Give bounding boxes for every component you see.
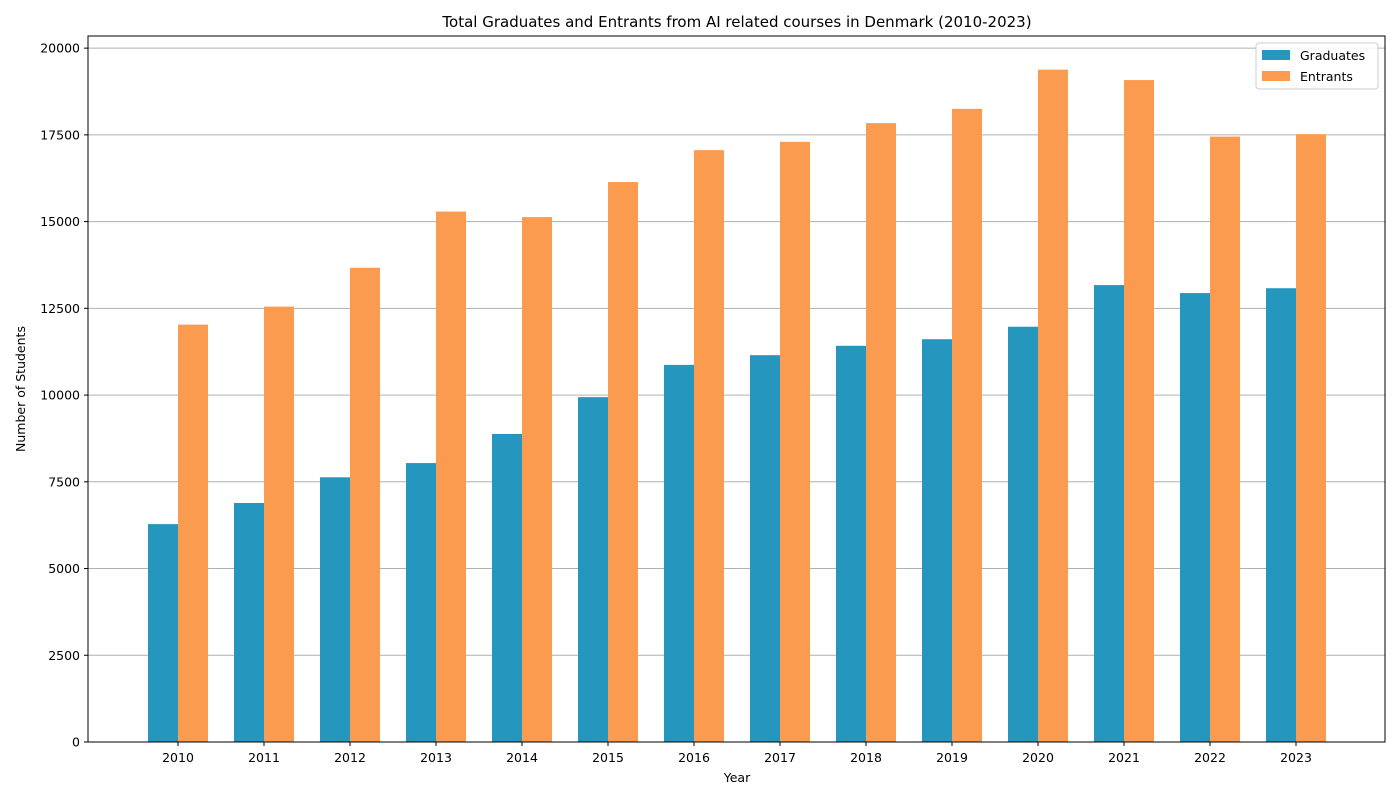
x-tick-label: 2013 [420,750,452,765]
x-tick-label: 2012 [334,750,366,765]
bar-graduates-2016 [664,364,694,742]
legend-swatch-entrants [1262,71,1290,81]
bar-entrants-2015 [608,182,638,742]
bar-entrants-2011 [264,306,294,742]
bar-graduates-2012 [320,477,350,742]
bar-graduates-2020 [1008,326,1038,742]
bar-entrants-2021 [1124,80,1154,743]
legend-label-graduates: Graduates [1300,48,1365,63]
bar-entrants-2023 [1296,134,1326,742]
x-axis: 2010 2011 2012 2013 2014 2015 2016 2017 2018 2019… [162,742,1312,765]
x-axis-label: Year [723,770,751,785]
y-tick-label: 0 [72,735,80,750]
x-tick-label: 2010 [162,750,194,765]
x-tick-label: 2023 [1280,750,1312,765]
bar-entrants-2014 [522,217,552,742]
bar-entrants-2018 [866,123,896,743]
y-tick-label: 20000 [40,41,80,56]
plot-frame [87,35,1386,743]
y-tick-label: 15000 [40,214,80,229]
x-tick-label: 2015 [592,750,624,765]
x-tick-label: 2019 [936,750,968,765]
y-tick-label: 17500 [40,127,80,142]
bar-graduates-2015 [578,397,608,742]
bar-graduates-2017 [750,355,780,742]
bar-entrants-2016 [694,150,724,743]
x-tick-label: 2017 [764,750,796,765]
bar-graduates-2023 [1266,288,1296,742]
bar-entrants-2022 [1210,136,1240,743]
legend-label-entrants: Entrants [1300,69,1353,84]
bar-graduates-2019 [922,339,952,742]
bar-graduates-2014 [492,433,522,742]
bar-entrants-2017 [780,141,810,743]
bar-graduates-2021 [1094,285,1124,742]
bars [148,69,1326,743]
y-tick-label: 5000 [48,561,80,576]
y-axis-label: Number of Students [13,326,28,452]
bar-graduates-2022 [1180,293,1210,742]
bar-graduates-2013 [406,463,436,742]
x-tick-label: 2011 [248,750,280,765]
x-tick-label: 2021 [1108,750,1140,765]
legend: Graduates Entrants [1255,42,1379,90]
bar-entrants-2020 [1038,69,1068,742]
y-tick-label: 10000 [40,388,80,403]
bar-entrants-2010 [178,324,208,742]
y-tick-label: 12500 [40,301,80,316]
grid-lines [88,47,1385,656]
bar-entrants-2019 [952,108,982,742]
x-tick-label: 2018 [850,750,882,765]
bar-graduates-2018 [836,345,866,742]
x-tick-label: 2014 [506,750,538,765]
y-axis: 0 2500 5000 7500 10000 12500 15000 17500 20000 [40,41,88,750]
legend-swatch-graduates [1262,50,1290,60]
x-tick-label: 2016 [678,750,710,765]
x-tick-label: 2022 [1194,750,1226,765]
bar-graduates-2010 [148,524,178,742]
y-tick-label: 2500 [48,648,80,663]
y-tick-label: 7500 [48,474,80,489]
bar-graduates-2011 [234,502,264,742]
x-tick-label: 2020 [1022,750,1054,765]
bar-entrants-2012 [350,267,380,742]
bar-entrants-2013 [436,211,466,742]
chart-title: Total Graduates and Entrants from AI rel… [441,13,1031,31]
